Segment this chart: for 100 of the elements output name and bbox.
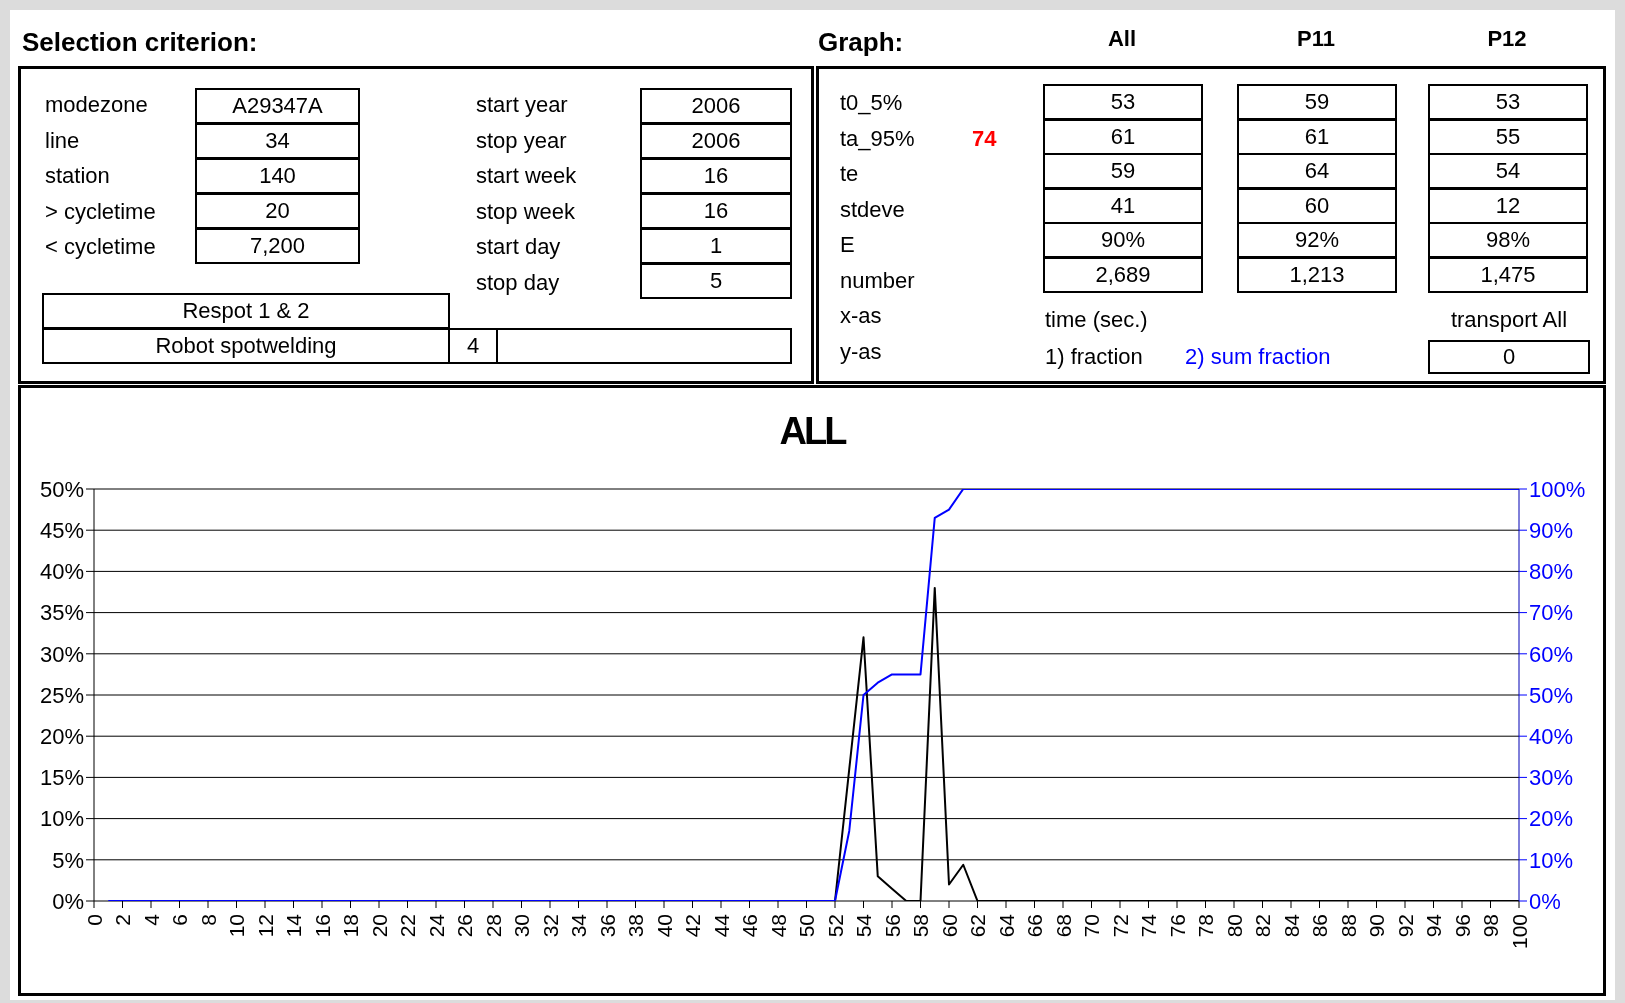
y-tick-label: 30% — [39, 641, 84, 667]
x-tick-label: 42 — [681, 914, 704, 938]
text: 92% — [1237, 222, 1397, 258]
y-tick-label: 15% — [39, 765, 84, 791]
text: 20 — [195, 193, 360, 229]
text: 4 — [448, 328, 498, 364]
text: start day — [476, 234, 561, 260]
x-tick-label: 48 — [766, 914, 790, 938]
text: stop week — [476, 198, 576, 225]
text: stdeve — [840, 196, 905, 223]
text: line — [45, 127, 80, 154]
x-tick-label: 98 — [1479, 914, 1502, 938]
x-tick-label: 12 — [253, 914, 277, 938]
text: Robot spotwelding — [42, 328, 450, 364]
text: y-as — [840, 338, 882, 365]
x-tick-label: 28 — [481, 914, 505, 938]
chart-title: ALL — [778, 410, 846, 453]
x-tick-label: 92 — [1393, 914, 1417, 938]
x-tick-label: 36 — [595, 914, 619, 938]
x-tick-label: 66 — [1023, 914, 1046, 938]
x-tick-label: 60 — [937, 914, 961, 938]
text: 2006 — [640, 88, 792, 124]
x-tick-label: 16 — [310, 914, 334, 938]
text: Respot 1 & 2 — [42, 293, 450, 329]
x-tick-label: 80 — [1222, 914, 1246, 938]
y2-tick-label: 60% — [1529, 641, 1574, 667]
text: All — [1106, 26, 1138, 52]
text: 2,689 — [1043, 256, 1203, 293]
y2-tick-label: 0% — [1529, 888, 1561, 914]
text: 140 — [195, 158, 360, 194]
text: number — [840, 267, 915, 294]
y2-tick-label: 30% — [1529, 765, 1574, 791]
x-tick-label: 100 — [1507, 914, 1531, 950]
text: modezone — [45, 92, 148, 118]
text: stop year — [476, 127, 567, 154]
x-tick-label: 86 — [1308, 914, 1331, 938]
y-tick-label: 35% — [39, 600, 84, 626]
text: 59 — [1043, 153, 1203, 189]
x-tick-label: 64 — [994, 913, 1018, 938]
x-tick-label: 58 — [909, 914, 932, 938]
x-tick-label: 38 — [624, 914, 647, 938]
text: 41 — [1043, 187, 1203, 224]
y-tick-label: 0% — [52, 888, 84, 914]
x-tick-label: 54 — [852, 913, 875, 938]
x-tick-label: 24 — [424, 913, 448, 938]
x-tick-label: 32 — [538, 914, 562, 938]
text: P12 — [1486, 26, 1528, 52]
text: 16 — [640, 158, 792, 194]
text: 61 — [1043, 118, 1203, 155]
text: P11 — [1296, 26, 1336, 52]
text: 90% — [1043, 222, 1203, 258]
x-tick-label: 68 — [1051, 914, 1075, 938]
text: station — [45, 163, 110, 189]
text: Selection criterion: — [22, 27, 258, 57]
x-tick-label: 62 — [966, 914, 989, 938]
y2-tick-label: 20% — [1529, 806, 1574, 832]
x-tick-label: 20 — [367, 914, 391, 938]
x-tick-label: 40 — [652, 914, 676, 938]
text: 53 — [1043, 84, 1203, 120]
y-tick-label: 25% — [39, 682, 84, 708]
x-tick-label: 96 — [1450, 914, 1474, 938]
text: E — [840, 232, 855, 258]
text: 1,213 — [1237, 256, 1397, 293]
text: te — [840, 161, 859, 187]
y-tick-label: 50% — [39, 476, 84, 502]
x-tick-label: 8 — [196, 914, 220, 926]
text: 59 — [1237, 84, 1397, 120]
y2-tick-label: 90% — [1529, 518, 1574, 544]
text: 61 — [1237, 118, 1397, 155]
text: x-as — [840, 303, 882, 329]
x-tick-label: 94 — [1422, 913, 1445, 938]
text: 16 — [640, 193, 792, 229]
x-tick-label: 6 — [168, 914, 191, 926]
text: A29347A — [195, 88, 360, 124]
x-tick-label: 78 — [1194, 914, 1217, 938]
text: 98% — [1428, 222, 1588, 258]
x-tick-label: 50 — [795, 914, 818, 938]
x-tick-label: 34 — [567, 913, 590, 938]
x-tick-label: 76 — [1165, 914, 1189, 938]
text: 1 — [640, 228, 792, 264]
text: transport All — [1449, 307, 1569, 333]
text: 54 — [1428, 153, 1588, 189]
text: time (sec.) — [1045, 307, 1148, 333]
text: > cycletime — [45, 198, 156, 225]
x-tick-label: 26 — [453, 914, 476, 938]
y2-tick-label: 10% — [1529, 847, 1574, 873]
text: ta_95% — [840, 125, 915, 152]
y-tick-label: 10% — [39, 806, 84, 832]
x-tick-label: 22 — [396, 914, 419, 938]
x-tick-label: 70 — [1080, 914, 1103, 938]
y-tick-label: 40% — [39, 559, 84, 585]
x-tick-label: 84 — [1279, 913, 1303, 938]
text: 74 — [972, 126, 997, 152]
text: t0_5% — [840, 90, 903, 116]
x-tick-label: 56 — [880, 914, 904, 938]
y-tick-label: 20% — [39, 724, 84, 750]
y2-tick-label: 50% — [1529, 682, 1574, 708]
x-tick-label: 4 — [139, 913, 163, 926]
y2-tick-label: 80% — [1529, 559, 1574, 585]
x-tick-label: 52 — [823, 914, 847, 938]
